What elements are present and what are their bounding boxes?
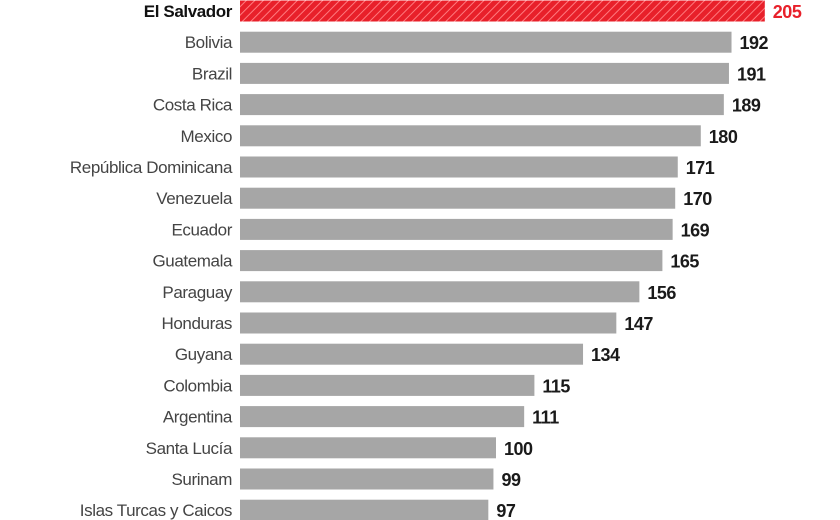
bar-mexico	[240, 125, 701, 147]
value-label-guatemala: 165	[670, 252, 699, 272]
value-label-colombia: 115	[542, 376, 570, 396]
category-label-venezuela: Venezuela	[156, 189, 233, 208]
bar-argentina	[240, 406, 525, 428]
category-label-surinam: Surinam	[171, 470, 232, 489]
category-label-islas-turcas-y-caicos: Islas Turcas y Caicos	[80, 501, 232, 520]
value-label-el-salvador: 205	[773, 2, 802, 22]
value-label-honduras: 147	[624, 314, 653, 334]
bar-paraguay	[240, 281, 640, 303]
category-label-republica-dominicana: República Dominicana	[70, 158, 233, 177]
value-label-paraguay: 156	[647, 283, 676, 303]
value-label-republica-dominicana: 171	[686, 158, 715, 178]
bar-costa-rica	[240, 94, 724, 116]
category-label-colombia: Colombia	[163, 376, 233, 395]
category-label-santa-lucia: Santa Lucía	[146, 439, 233, 458]
bar-brazil	[240, 62, 729, 84]
category-label-honduras: Honduras	[161, 314, 232, 333]
category-label-guyana: Guyana	[175, 345, 233, 364]
bar-guyana	[240, 343, 584, 365]
bar-guatemala	[240, 250, 663, 272]
value-label-santa-lucia: 100	[504, 439, 533, 459]
bar-honduras	[240, 312, 617, 334]
category-label-mexico: Mexico	[181, 127, 232, 146]
value-label-costa-rica: 189	[732, 96, 761, 116]
bars-group: El Salvador 205 Bolivia 192 Brazil 191 Costa R…	[70, 0, 802, 520]
bar-surinam	[240, 468, 494, 490]
value-label-venezuela: 170	[683, 189, 712, 209]
value-label-bolivia: 192	[740, 33, 769, 53]
bar-venezuela	[240, 187, 676, 209]
bar-islas-turcas-y-caicos	[240, 499, 489, 520]
value-label-brazil: 191	[737, 64, 766, 84]
value-label-islas-turcas-y-caicos: 97	[496, 501, 516, 520]
bar-bolivia	[240, 31, 732, 53]
bar-ecuador	[240, 218, 673, 240]
category-label-el-salvador: El Salvador	[144, 2, 233, 21]
value-label-argentina: 111	[532, 408, 559, 428]
category-label-bolivia: Bolivia	[185, 33, 233, 52]
category-label-costa-rica: Costa Rica	[153, 96, 233, 115]
bar-santa-lucia	[240, 437, 496, 459]
value-label-surinam: 99	[501, 470, 521, 490]
category-label-guatemala: Guatemala	[152, 252, 233, 271]
bar-republica-dominicana	[240, 156, 678, 178]
bar-el-salvador	[240, 0, 765, 22]
value-label-guyana: 134	[591, 345, 620, 365]
bar-colombia	[240, 374, 535, 396]
category-label-brazil: Brazil	[192, 64, 232, 83]
category-label-ecuador: Ecuador	[171, 220, 232, 239]
value-label-mexico: 180	[709, 127, 738, 147]
category-label-argentina: Argentina	[163, 408, 233, 427]
category-label-paraguay: Paraguay	[162, 283, 232, 302]
value-label-ecuador: 169	[681, 220, 710, 240]
